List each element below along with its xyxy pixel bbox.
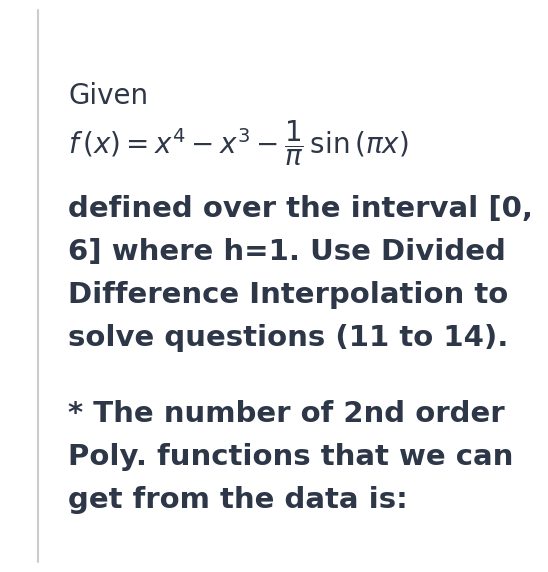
Text: solve questions (11 to 14).: solve questions (11 to 14). xyxy=(68,324,509,352)
Text: Difference Interpolation to: Difference Interpolation to xyxy=(68,281,508,309)
Text: Poly. functions that we can: Poly. functions that we can xyxy=(68,443,513,471)
Text: Given: Given xyxy=(68,82,148,110)
Text: defined over the interval [0,: defined over the interval [0, xyxy=(68,195,533,223)
Text: * The number of 2nd order: * The number of 2nd order xyxy=(68,400,505,428)
Text: $f\,(x) = x^4 - x^3 - \dfrac{1}{\pi}\,\mathrm{sin}\,(\pi x)$: $f\,(x) = x^4 - x^3 - \dfrac{1}{\pi}\,\m… xyxy=(68,118,409,168)
Text: get from the data is:: get from the data is: xyxy=(68,486,408,514)
Text: 6] where h=1. Use Divided: 6] where h=1. Use Divided xyxy=(68,238,506,266)
